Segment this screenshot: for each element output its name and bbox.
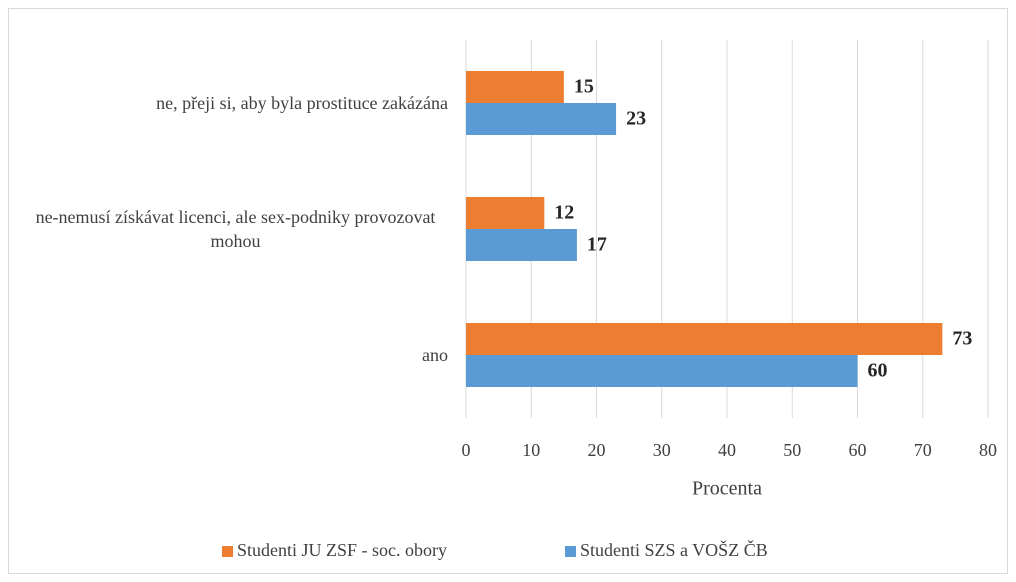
y-tick-label: ano — [422, 345, 448, 365]
x-tick-label: 30 — [653, 440, 671, 460]
data-label: 60 — [868, 360, 888, 382]
chart-border — [8, 8, 1008, 574]
data-label: 23 — [626, 108, 646, 130]
legend-swatch — [222, 546, 233, 557]
x-tick-label: 70 — [914, 440, 932, 460]
data-label: 15 — [574, 76, 594, 98]
x-tick-label: 40 — [718, 440, 736, 460]
bar — [466, 323, 943, 355]
x-tick-label: 20 — [588, 440, 606, 460]
legend-label: Studenti JU ZSF - soc. obory — [237, 540, 447, 560]
data-label: 17 — [587, 234, 607, 256]
data-label: 73 — [952, 328, 972, 350]
x-axis-title: Procenta — [692, 478, 762, 500]
x-tick-label: 80 — [979, 440, 997, 460]
data-label: 12 — [554, 202, 574, 224]
bar — [466, 71, 564, 103]
y-tick-label: ne-nemusí získávat licenci, ale sex-podn… — [35, 207, 436, 251]
legend-label: Studenti SZS a VOŠZ ČB — [580, 539, 768, 560]
legend-swatch — [565, 546, 576, 557]
y-tick-label: ne, přeji si, aby byla prostituce zakázá… — [156, 93, 448, 113]
x-tick-label: 10 — [522, 440, 540, 460]
x-tick-label: 0 — [462, 440, 471, 460]
bar — [466, 229, 577, 261]
bar — [466, 355, 858, 387]
bar — [466, 197, 545, 229]
x-tick-label: 50 — [783, 440, 801, 460]
x-tick-label: 60 — [849, 440, 867, 460]
bar — [466, 103, 617, 135]
